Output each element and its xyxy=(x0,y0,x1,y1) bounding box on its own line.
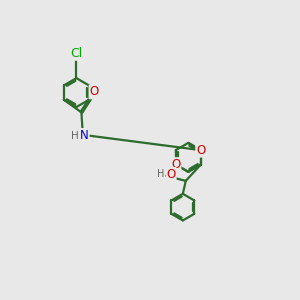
Text: O: O xyxy=(196,144,206,157)
Text: H: H xyxy=(71,131,79,141)
Text: Cl: Cl xyxy=(70,47,82,60)
Text: O: O xyxy=(171,158,180,171)
Text: O: O xyxy=(89,85,99,98)
Text: H: H xyxy=(157,169,164,179)
Text: O: O xyxy=(167,168,176,181)
Text: N: N xyxy=(80,129,89,142)
